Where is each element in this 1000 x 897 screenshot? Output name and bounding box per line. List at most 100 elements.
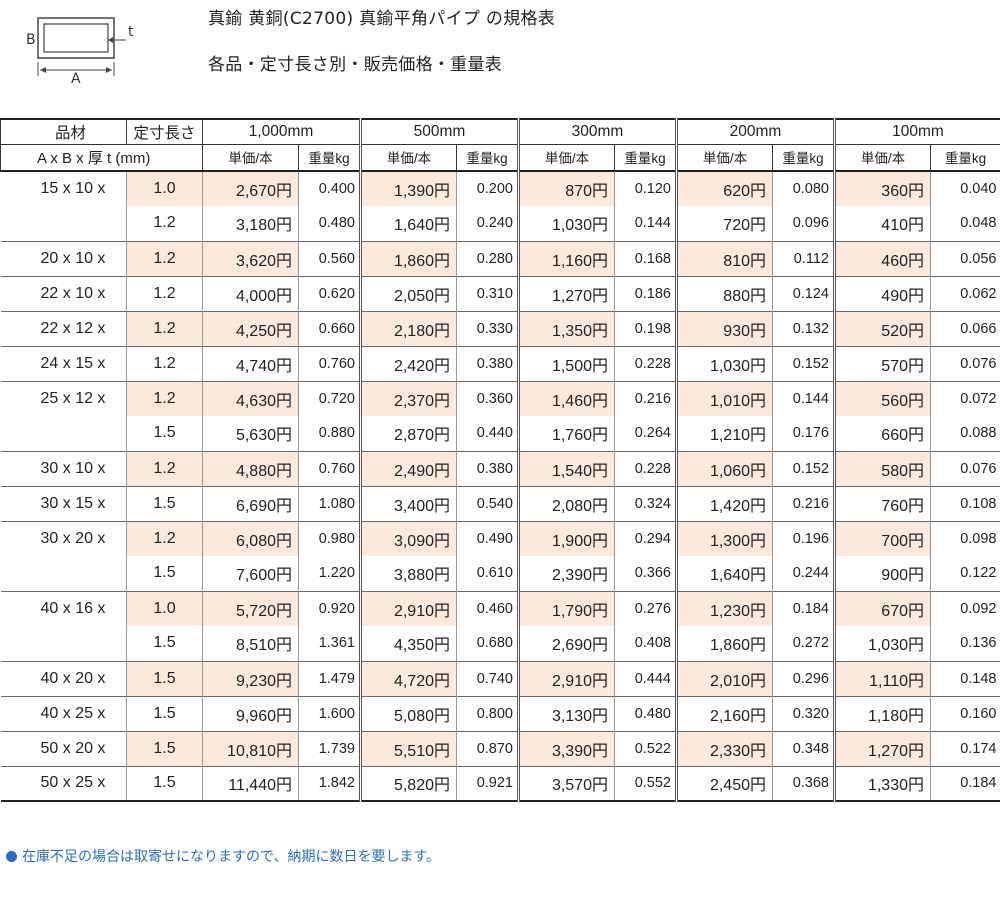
table-row: 50 x 20 x 1.5 10,810円 1.739 5,510円 0.870 3,390…	[0, 730, 1000, 766]
price-cell: 4,630円	[202, 380, 299, 416]
weight-cell: 0.184	[930, 765, 1000, 802]
weight-cell: 0.720	[298, 380, 361, 416]
weight-cell: 0.921	[456, 765, 519, 802]
price-cell: 3,180円	[202, 206, 299, 241]
price-cell: 2,690円	[517, 626, 615, 661]
thickness-cell: 1.2	[126, 520, 203, 556]
weight-cell: 0.660	[298, 310, 361, 346]
price-cell: 6,690円	[202, 485, 299, 521]
thickness-cell: 1.5	[126, 556, 203, 591]
price-cell: 1,860円	[359, 240, 457, 276]
table-row: 1.5 8,510円 1.361 4,350円 0.680 2,690円 0.408 1,86…	[1, 626, 1000, 661]
weight-cell: 0.168	[614, 240, 677, 276]
weight-cell: 0.136	[930, 626, 1000, 661]
price-cell: 1,390円	[359, 170, 457, 206]
weight-cell: 0.148	[930, 660, 1000, 696]
table-row: 15 x 10 x 1.0 2,670円 0.400 1,390円 0.200 870円 0.…	[0, 170, 1000, 206]
dimension-header: A x B x 厚 t (mm)	[0, 143, 203, 172]
thickness-cell: 1.2	[126, 310, 203, 346]
price-header: 単価/本	[517, 143, 615, 172]
weight-cell: 0.108	[930, 485, 1000, 521]
page-header: B t A 真鍮 黄銅(C2700) 真鍮平角パイプ の規格表 各品・定寸長さ別…	[0, 0, 1000, 118]
size-cell: 50 x 20 x	[0, 730, 127, 766]
price-cell: 1,030円	[675, 345, 773, 381]
weight-cell: 0.062	[930, 275, 1000, 311]
price-cell: 1,760円	[517, 416, 615, 451]
price-cell: 700円	[833, 520, 931, 556]
weight-cell: 0.480	[614, 695, 677, 731]
price-cell: 4,740円	[202, 345, 299, 381]
weight-cell: 0.228	[614, 345, 677, 381]
price-cell: 2,370円	[359, 380, 457, 416]
thickness-cell: 1.2	[126, 450, 203, 486]
weight-cell: 0.620	[298, 275, 361, 311]
table-row: 20 x 10 x 1.2 3,620円 0.560 1,860円 0.280 1,160円…	[0, 240, 1000, 276]
table-row: 1.5 7,600円 1.220 3,880円 0.610 2,390円 0.366 1,64…	[1, 556, 1000, 591]
thickness-cell: 1.5	[126, 765, 203, 802]
size-cell: 20 x 10 x	[0, 240, 127, 276]
price-header: 単価/本	[833, 143, 931, 172]
price-header: 単価/本	[359, 143, 457, 172]
thickness-cell: 1.2	[126, 345, 203, 381]
size-cell	[1, 416, 127, 451]
table-row: 40 x 16 x 1.0 5,720円 0.920 2,910円 0.460 1,790円…	[0, 590, 1000, 626]
price-cell: 720円	[675, 206, 773, 241]
weight-cell: 0.610	[456, 556, 519, 591]
price-cell: 1,270円	[833, 730, 931, 766]
price-cell: 2,390円	[517, 556, 615, 591]
table-row: 25 x 12 x 1.2 4,630円 0.720 2,370円 0.360 1,460円…	[0, 380, 1000, 416]
price-cell: 2,010円	[675, 660, 773, 696]
thickness-cell: 1.5	[126, 626, 203, 661]
price-cell: 5,820円	[359, 765, 457, 802]
weight-cell: 1.361	[298, 626, 361, 661]
price-cell: 4,250円	[202, 310, 299, 346]
price-cell: 3,880円	[359, 556, 457, 591]
price-cell: 1,010円	[675, 380, 773, 416]
price-cell: 1,180円	[833, 695, 931, 731]
thickness-cell: 1.0	[126, 590, 203, 626]
weight-cell: 0.490	[456, 520, 519, 556]
weight-cell: 1.600	[298, 695, 361, 731]
page-title: 真鍮 黄銅(C2700) 真鍮平角パイプ の規格表	[208, 9, 556, 29]
weight-cell: 0.092	[930, 590, 1000, 626]
weight-cell: 1.479	[298, 660, 361, 696]
thickness-cell: 1.2	[126, 240, 203, 276]
price-cell: 5,720円	[202, 590, 299, 626]
price-cell: 560円	[833, 380, 931, 416]
price-cell: 1,110円	[833, 660, 931, 696]
price-cell: 520円	[833, 310, 931, 346]
table-row: 40 x 20 x 1.5 9,230円 1.479 4,720円 0.740 2,910円…	[0, 660, 1000, 696]
price-cell: 1,030円	[517, 206, 615, 241]
weight-cell: 0.460	[456, 590, 519, 626]
price-cell: 2,330円	[675, 730, 773, 766]
weight-cell: 0.072	[930, 380, 1000, 416]
weight-cell: 0.144	[772, 380, 835, 416]
weight-cell: 0.360	[456, 380, 519, 416]
weight-cell: 0.294	[614, 520, 677, 556]
price-cell: 1,460円	[517, 380, 615, 416]
weight-cell: 0.400	[298, 170, 361, 206]
weight-cell: 0.440	[456, 416, 519, 451]
table-row: 22 x 12 x 1.2 4,250円 0.660 2,180円 0.330 1,350円…	[0, 310, 1000, 346]
price-cell: 1,900円	[517, 520, 615, 556]
stock-note-text: 在庫不足の場合は取寄せになりますので、納期に数日を要します。	[22, 849, 441, 865]
length-col-200: 200mm	[675, 118, 835, 145]
weight-cell: 0.276	[614, 590, 677, 626]
price-cell: 1,790円	[517, 590, 615, 626]
weight-cell: 0.228	[614, 450, 677, 486]
price-cell: 2,910円	[359, 590, 457, 626]
bullet-dot-icon	[6, 851, 17, 862]
price-cell: 2,450円	[675, 765, 773, 802]
weight-cell: 0.186	[614, 275, 677, 311]
price-cell: 810円	[675, 240, 773, 276]
thickness-cell: 1.5	[126, 485, 203, 521]
weight-cell: 0.048	[930, 206, 1000, 241]
weight-cell: 0.552	[614, 765, 677, 802]
weight-cell: 0.124	[772, 275, 835, 311]
price-header: 単価/本	[202, 143, 299, 172]
price-cell: 1,030円	[833, 626, 931, 661]
price-cell: 4,880円	[202, 450, 299, 486]
weight-cell: 0.920	[298, 590, 361, 626]
weight-cell: 0.240	[456, 206, 519, 241]
weight-cell: 0.560	[298, 240, 361, 276]
